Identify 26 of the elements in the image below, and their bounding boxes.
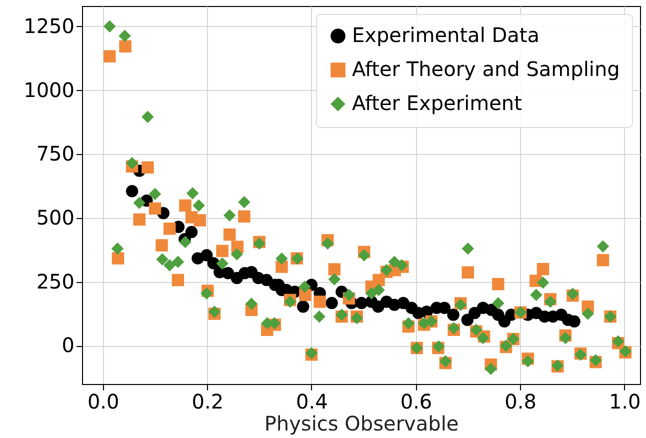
x-axis-title: Physics Observable [264, 412, 459, 436]
point [447, 308, 460, 321]
point [461, 314, 474, 326]
x-tick-label: 0.8 [504, 390, 536, 414]
legend-label: Experimental Data [352, 23, 540, 47]
point [200, 249, 213, 262]
legend-label: After Experiment [352, 91, 522, 115]
x-tick-label: 0.0 [87, 390, 120, 414]
y-tick-label: 1250 [24, 14, 74, 38]
y-tick-label: 0 [62, 333, 74, 358]
y-tick-label: 500 [36, 205, 74, 230]
point [126, 185, 138, 198]
point [326, 296, 338, 310]
x-tick-label: 0.6 [400, 390, 432, 414]
point [296, 300, 310, 313]
y-tick-label: 1000 [24, 78, 74, 102]
y-tick-label: 250 [36, 269, 74, 294]
point [355, 296, 368, 310]
x-tick-label: 1.0 [608, 390, 641, 414]
x-tick-label: 0.4 [296, 390, 328, 414]
y-tick-label: 750 [36, 142, 74, 166]
point [222, 267, 234, 280]
point [568, 315, 580, 328]
point [185, 226, 198, 238]
legend-label: After Theory and Sampling [352, 57, 620, 81]
x-tick-label: 0.2 [192, 390, 224, 414]
